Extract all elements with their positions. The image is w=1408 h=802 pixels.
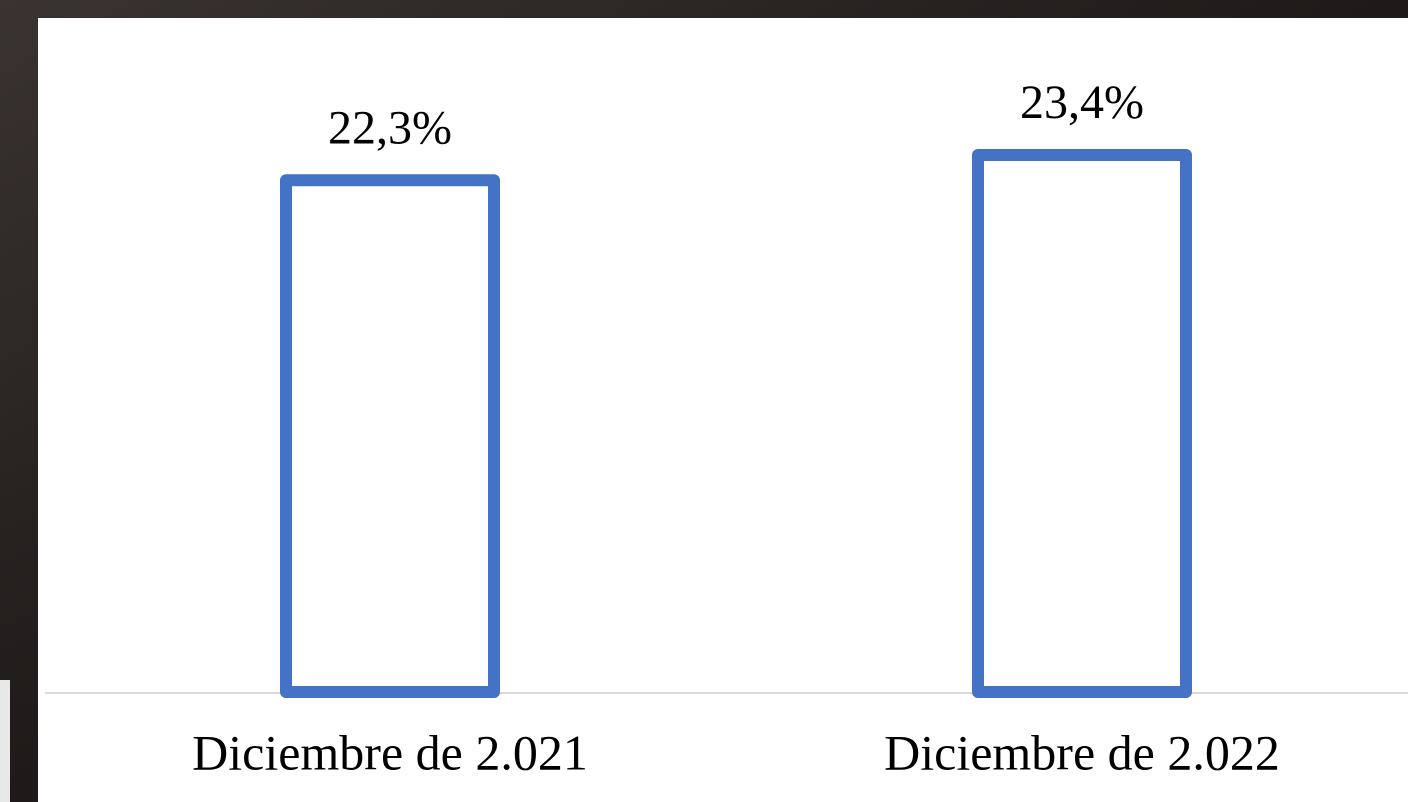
value-label: 22,3% [328, 101, 452, 154]
page: 22,3% Diciembre de 2.021 23,4% Diciembre de… [0, 0, 1408, 802]
bar [978, 155, 1186, 692]
background-detail [0, 680, 10, 802]
chart: 22,3% Diciembre de 2.021 23,4% Diciembre de… [0, 0, 1408, 802]
x-tick-label: Diciembre de 2.021 [192, 724, 588, 780]
chart-panel [38, 18, 1408, 802]
x-tick-label: Diciembre de 2.022 [884, 724, 1280, 780]
value-label: 23,4% [1020, 76, 1144, 129]
bar [286, 180, 494, 692]
